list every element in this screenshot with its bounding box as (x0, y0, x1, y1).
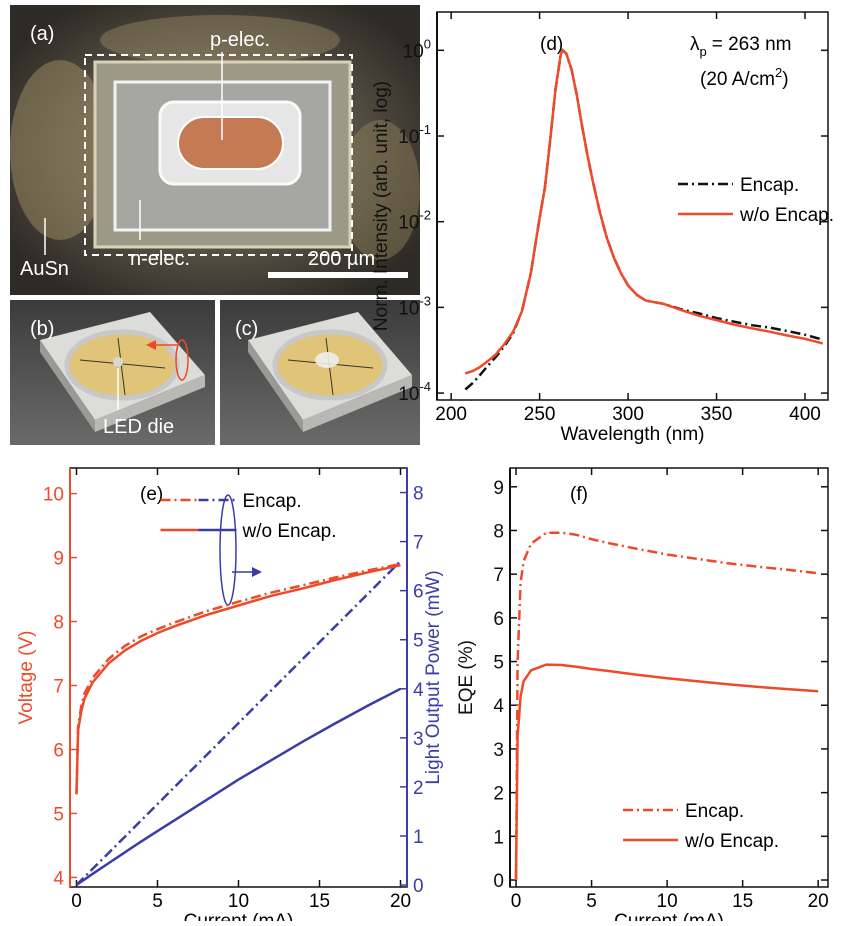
y2-tick-label: 3 (413, 729, 424, 750)
data-line (516, 533, 818, 880)
y-tick-label: 3 (493, 740, 504, 761)
page: (a) p-elec. n-elec. AuSn 200 µm (b) LED … (0, 0, 845, 926)
y-tick-label: 10-3 (398, 293, 431, 319)
y2-tick-label: 2 (413, 778, 424, 799)
y2-tick-label: 5 (413, 631, 424, 652)
legend-label: w/o Encap. (242, 521, 337, 542)
data-line (77, 564, 401, 794)
legend-label: w/o Encap. (684, 831, 779, 852)
y-tick-label: 2 (493, 784, 504, 805)
y-tick-label: 6 (53, 740, 64, 761)
panel-label: (b) (30, 318, 54, 340)
y-tick-label: 7 (53, 676, 64, 697)
legend-label: Encap. (740, 175, 799, 196)
x-tick-label: 20 (390, 891, 411, 912)
y-tick-base: 10 (398, 127, 419, 148)
data-line-y2 (77, 561, 401, 885)
annotation-sub: p (700, 44, 707, 59)
ausn-label: AuSn (20, 258, 69, 280)
y-tick-label: 8 (53, 613, 64, 634)
x-tick-label: 350 (701, 404, 733, 425)
panel-label: (a) (30, 23, 54, 45)
x-tick-label: 5 (586, 891, 597, 912)
y-tick-label: 1 (493, 827, 504, 848)
x-axis-label: Current (mA) (184, 911, 294, 921)
y2-tick-label: 8 (413, 484, 424, 505)
y-tick-exponent: 0 (424, 36, 431, 51)
y-tick-label: 8 (493, 521, 504, 542)
y-tick-exponent: -4 (419, 379, 431, 394)
y-tick-label: 6 (493, 609, 504, 630)
y-tick-base: 10 (398, 298, 419, 319)
y-tick-label: 0 (493, 871, 504, 892)
x-tick-label: 400 (789, 404, 821, 425)
annotation-sup: 2 (775, 65, 782, 80)
legend-label: Encap. (685, 801, 744, 822)
y-tick-base: 10 (403, 41, 424, 62)
scale-bar-label: 200 µm (308, 248, 375, 270)
y-tick-label: 9 (53, 549, 64, 570)
panel-label: (c) (235, 318, 258, 340)
x-tick-label: 10 (657, 891, 678, 912)
y-tick-exponent: -2 (419, 208, 431, 223)
x-axis-label: Current (mA) (614, 911, 724, 921)
y-tick-exponent: -1 (419, 122, 431, 137)
annotation-text: λ (690, 34, 700, 55)
p-elec-label: p-elec. (210, 29, 270, 51)
x-tick-label: 10 (228, 891, 249, 912)
annotation-rest: ) (782, 69, 788, 90)
y2-tick-label: 0 (413, 876, 424, 897)
plot-frame (70, 468, 407, 887)
x-tick-label: 0 (71, 891, 82, 912)
panel-label: (e) (140, 484, 163, 505)
figure: (a) p-elec. n-elec. AuSn 200 µm (b) LED … (0, 0, 845, 921)
y-tick-label: 9 (493, 478, 504, 499)
y2-tick-label: 6 (413, 582, 424, 603)
panel-label: (d) (540, 34, 563, 55)
data-line-y2 (77, 689, 401, 885)
x-tick-label: 200 (435, 404, 467, 425)
y-tick-label: 5 (53, 804, 64, 825)
y2-axis-label: Light Output Power (mW) (423, 570, 444, 784)
led-die-label: LED die (103, 416, 174, 438)
y-axis-label: EQE (%) (456, 640, 477, 715)
y2-tick-label: 1 (413, 827, 424, 848)
annotation-text: (20 A/cm (700, 69, 775, 90)
photo-b: (b) LED die (10, 300, 215, 445)
y-tick-label: 5 (493, 653, 504, 674)
y-tick-label: 7 (493, 565, 504, 586)
x-tick-label: 0 (511, 891, 522, 912)
n-elec-label: n-elec. (130, 248, 190, 270)
y-axis-label: Norm. Intensity (arb. unit, log) (371, 81, 392, 331)
x-axis-label: Wavelength (nm) (561, 424, 705, 445)
y-tick-base: 10 (398, 213, 419, 234)
annotation-rest: = 263 nm (712, 34, 792, 55)
annotation: λp = 263 nm (690, 34, 791, 59)
data-line (77, 565, 401, 794)
y-tick-base: 10 (398, 384, 419, 405)
y-tick-label: 4 (493, 696, 504, 717)
y-tick-label: 10 (43, 485, 64, 506)
legend-label: w/o Encap. (739, 205, 834, 226)
photo-a: (a) p-elec. n-elec. AuSn 200 µm (10, 5, 420, 295)
y-tick-exponent: -3 (419, 293, 431, 308)
legend-label: Encap. (243, 491, 302, 512)
y-axis-label: Voltage (V) (16, 631, 37, 725)
y-tick-label: 4 (53, 868, 64, 889)
annotation: (20 A/cm2) (700, 65, 789, 90)
x-tick-label: 300 (612, 404, 644, 425)
x-tick-label: 15 (732, 891, 753, 912)
x-tick-label: 5 (152, 891, 163, 912)
x-tick-label: 20 (808, 891, 829, 912)
panel-label: (f) (570, 484, 588, 505)
x-tick-label: 250 (524, 404, 556, 425)
y2-tick-label: 7 (413, 533, 424, 554)
x-tick-label: 15 (309, 891, 330, 912)
